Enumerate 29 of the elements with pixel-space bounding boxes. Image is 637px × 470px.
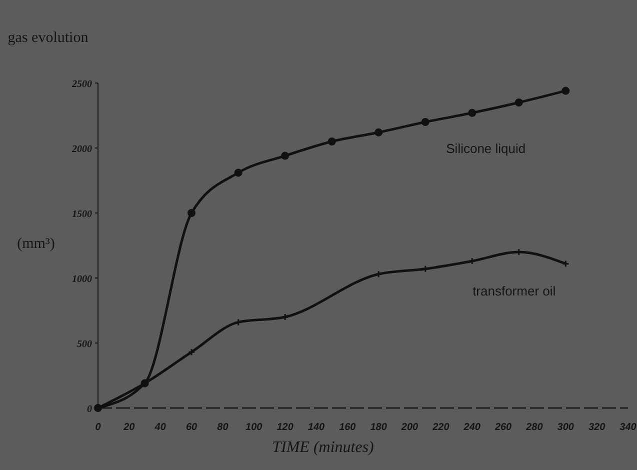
x-tick-label: 240 — [462, 422, 481, 433]
x-tick-label: 80 — [217, 422, 229, 433]
x-tick-label: 280 — [525, 422, 544, 433]
x-tick-label: 260 — [494, 422, 512, 433]
x-tick-label: 200 — [400, 422, 419, 433]
x-tick-label: 100 — [246, 422, 263, 433]
x-tick-label: 220 — [432, 422, 450, 433]
x-tick-label: 320 — [588, 422, 606, 433]
x-tick-label: 180 — [370, 422, 388, 433]
y-tick-label: 1000 — [72, 274, 92, 285]
y-tick-label: 1500 — [72, 209, 92, 220]
x-tick-label: 340 — [620, 422, 637, 433]
x-tick-label: 40 — [154, 422, 166, 433]
y-tick-label: 2000 — [71, 144, 92, 155]
x-tick-label: 120 — [276, 422, 294, 433]
y-tick-label: 2500 — [71, 79, 92, 90]
x-tick-label: 20 — [122, 422, 136, 433]
y-tick-label: 500 — [77, 339, 92, 350]
y-tick-label: 0 — [87, 404, 92, 415]
x-tick-label: 140 — [308, 422, 326, 433]
text: (mm³) — [17, 236, 55, 252]
x-tick-label: 60 — [186, 422, 198, 433]
x-tick-label: 0 — [95, 422, 102, 433]
y-axis-title: gas evolution — [8, 30, 89, 46]
series-label: transformer oil — [472, 284, 556, 299]
series-label: Silicone liquid — [446, 140, 526, 156]
x-tick-label: 160 — [339, 422, 356, 433]
x-axis-title: TIME (minutes) — [272, 439, 374, 456]
x-tick-label: 300 — [557, 422, 574, 433]
